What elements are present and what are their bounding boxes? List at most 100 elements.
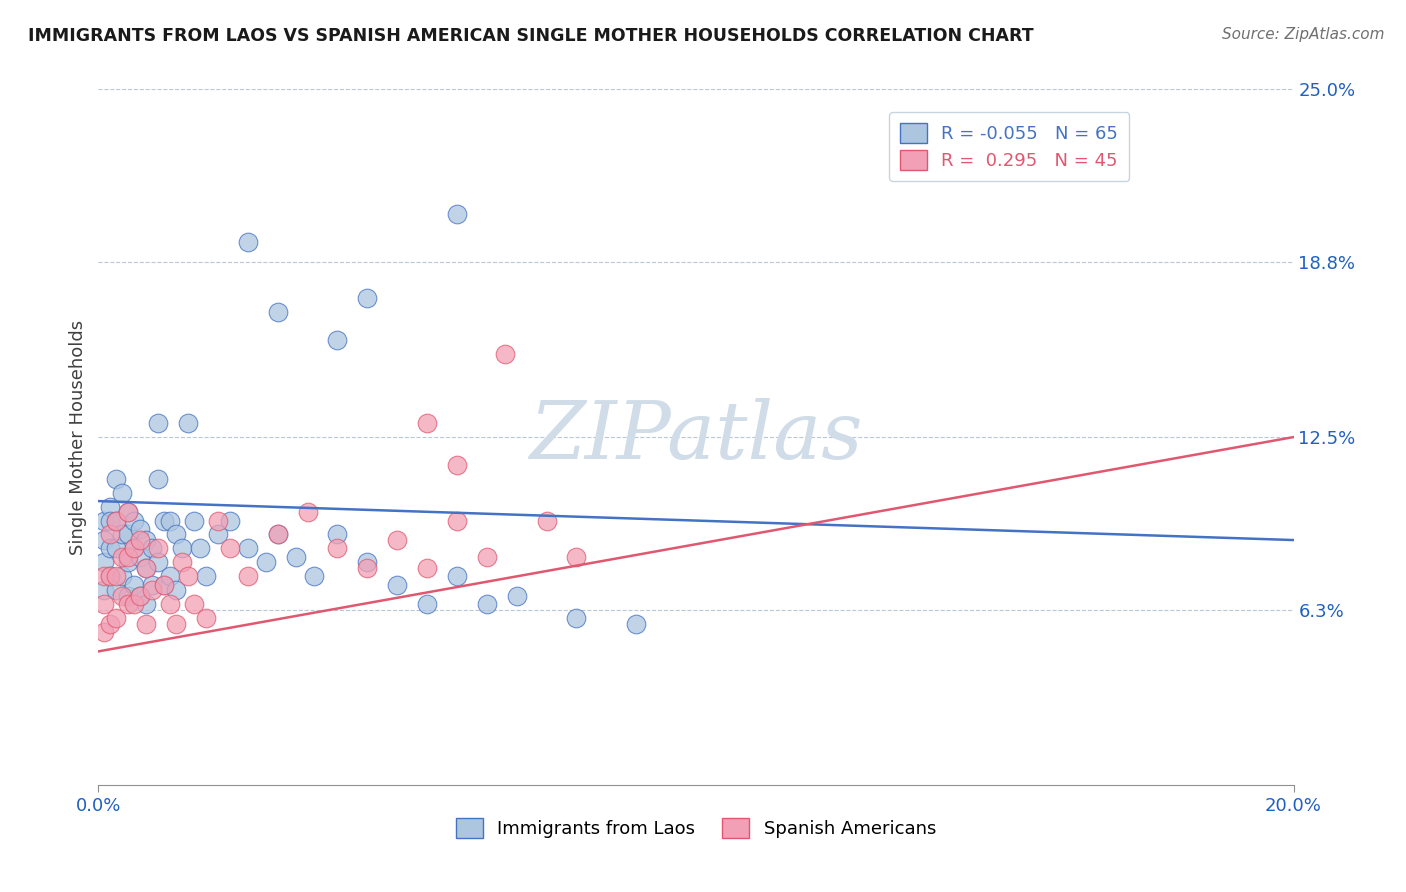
Point — [148, 416, 170, 430]
Point — [159, 514, 181, 528]
Point — [105, 514, 128, 528]
Point — [183, 597, 205, 611]
Point — [141, 583, 163, 598]
Point — [385, 533, 409, 547]
Point — [267, 527, 290, 541]
Point — [267, 527, 290, 541]
Point — [284, 549, 307, 564]
Point — [93, 597, 115, 611]
Point — [124, 577, 146, 591]
Point — [129, 533, 152, 547]
Point — [446, 514, 468, 528]
Point — [416, 561, 439, 575]
Point — [129, 589, 152, 603]
Point — [267, 305, 290, 319]
Point — [135, 561, 157, 575]
Point — [98, 527, 122, 541]
Point — [183, 514, 205, 528]
Point — [236, 235, 259, 250]
Point — [93, 555, 115, 569]
Point — [124, 514, 146, 528]
Point — [188, 541, 211, 556]
Point — [565, 549, 588, 564]
Point — [141, 541, 163, 556]
Point — [129, 522, 152, 536]
Text: IMMIGRANTS FROM LAOS VS SPANISH AMERICAN SINGLE MOTHER HOUSEHOLDS CORRELATION CH: IMMIGRANTS FROM LAOS VS SPANISH AMERICAN… — [28, 27, 1033, 45]
Point — [117, 555, 139, 569]
Point — [93, 583, 115, 598]
Point — [326, 333, 349, 347]
Point — [254, 555, 277, 569]
Point — [105, 514, 128, 528]
Point — [207, 527, 229, 541]
Text: ZIPatlas: ZIPatlas — [529, 399, 863, 475]
Point — [129, 589, 152, 603]
Point — [98, 569, 122, 583]
Point — [105, 583, 128, 598]
Point — [117, 549, 139, 564]
Point — [297, 505, 319, 519]
Point — [117, 597, 139, 611]
Point — [536, 514, 558, 528]
Point — [236, 569, 259, 583]
Point — [111, 527, 134, 541]
Point — [117, 589, 139, 603]
Point — [219, 514, 242, 528]
Point — [494, 346, 516, 360]
Point — [124, 597, 146, 611]
Point — [98, 514, 122, 528]
Point — [111, 549, 134, 564]
Point — [356, 561, 378, 575]
Point — [475, 549, 498, 564]
Point — [159, 597, 181, 611]
Point — [105, 611, 128, 625]
Point — [148, 472, 170, 486]
Point — [105, 569, 128, 583]
Point — [195, 569, 218, 583]
Point — [135, 616, 157, 631]
Point — [117, 527, 139, 541]
Point — [446, 458, 468, 472]
Point — [172, 555, 194, 569]
Point — [129, 549, 152, 564]
Point — [135, 597, 157, 611]
Point — [117, 505, 139, 519]
Point — [446, 207, 468, 221]
Point — [302, 569, 325, 583]
Point — [153, 514, 176, 528]
Point — [105, 472, 128, 486]
Y-axis label: Single Mother Households: Single Mother Households — [69, 319, 87, 555]
Point — [236, 541, 259, 556]
Point — [98, 569, 122, 583]
Point — [98, 500, 122, 514]
Point — [117, 505, 139, 519]
Point — [177, 569, 200, 583]
Point — [124, 541, 146, 556]
Point — [111, 485, 134, 500]
Point — [385, 577, 409, 591]
Point — [416, 416, 439, 430]
Point — [153, 577, 176, 591]
Point — [475, 597, 498, 611]
Point — [135, 561, 157, 575]
Legend: Immigrants from Laos, Spanish Americans: Immigrants from Laos, Spanish Americans — [449, 811, 943, 846]
Point — [159, 569, 181, 583]
Point — [93, 533, 115, 547]
Point — [153, 577, 176, 591]
Point — [93, 624, 115, 639]
Point — [326, 541, 349, 556]
Point — [148, 541, 170, 556]
Point — [195, 611, 218, 625]
Point — [135, 533, 157, 547]
Point — [93, 569, 115, 583]
Point — [356, 291, 378, 305]
Point — [165, 616, 187, 631]
Point — [111, 569, 134, 583]
Point — [105, 541, 128, 556]
Point — [98, 616, 122, 631]
Point — [165, 527, 187, 541]
Point — [148, 555, 170, 569]
Point — [172, 541, 194, 556]
Point — [219, 541, 242, 556]
Point — [141, 577, 163, 591]
